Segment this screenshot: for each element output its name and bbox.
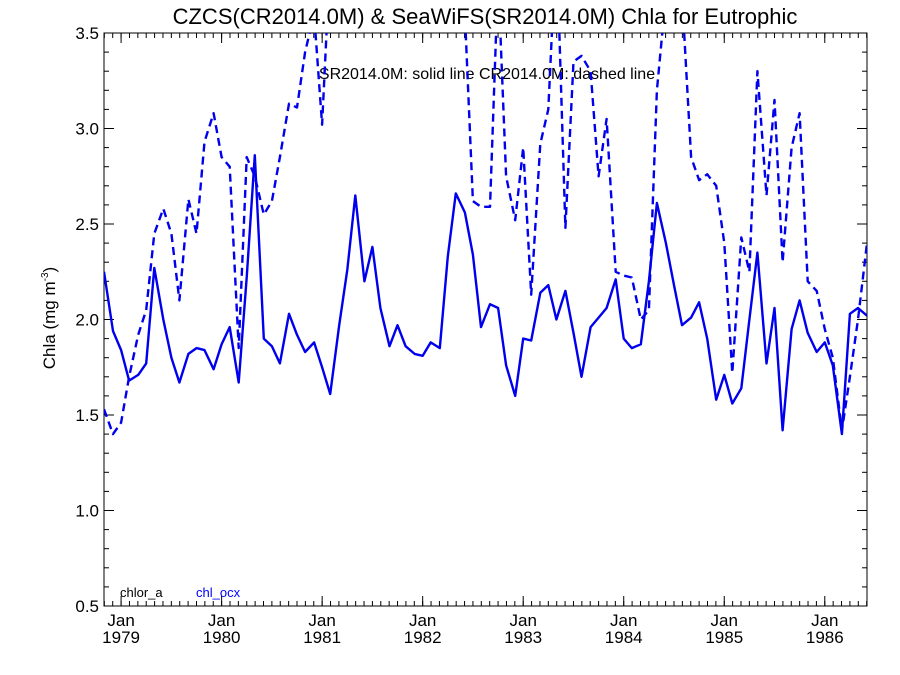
series-layer (104, 33, 867, 436)
x-tick-label-month: Jan (610, 611, 637, 630)
x-tick-label-year: 1981 (303, 628, 341, 647)
x-tick-label-month: Jan (409, 611, 436, 630)
x-tick-label-year: 1979 (102, 628, 140, 647)
x-tick-label-month: Jan (711, 611, 738, 630)
x-tick-label-month: Jan (308, 611, 335, 630)
y-tick-label: 2.0 (75, 311, 99, 330)
x-tick-label-year: 1983 (504, 628, 542, 647)
x-tick-label-year: 1982 (404, 628, 442, 647)
plot-frame (103, 32, 868, 607)
legend-chl-ocx: chl_ocx (196, 585, 241, 600)
y-axis-label: Chla (mg m-3) (40, 267, 59, 369)
y-tick-label: 3.0 (75, 120, 99, 139)
x-tick-label-year: 1985 (705, 628, 743, 647)
y-axis-label-main: Chla (mg m (40, 281, 59, 369)
x-tick-label-month: Jan (811, 611, 838, 630)
y-tick-label: 1.5 (75, 406, 99, 425)
y-tick-label: 0.5 (75, 597, 99, 616)
series-line-solid (104, 153, 867, 436)
chart-subtitle: SR2014.0M: solid line CR2014.0M: dashed … (319, 66, 655, 83)
y-axis-label-sup: -3 (40, 272, 51, 281)
x-axis: Jan1979Jan1980Jan1981Jan1982Jan1983Jan19… (102, 33, 868, 647)
y-tick-label: 1.0 (75, 502, 99, 521)
legend-chlor-a: chlor_a (120, 585, 163, 600)
chart-title: CZCS(CR2014.0M) & SeaWiFS(SR2014.0M) Chl… (173, 4, 798, 29)
series-line-dashed (104, 33, 867, 436)
x-tick-label-month: Jan (107, 611, 134, 630)
y-tick-label: 2.5 (75, 215, 99, 234)
x-tick-label-year: 1980 (203, 628, 241, 647)
x-tick-label-month: Jan (509, 611, 536, 630)
x-tick-label-year: 1986 (806, 628, 844, 647)
x-tick-label-month: Jan (208, 611, 235, 630)
y-tick-label: 3.5 (75, 24, 99, 43)
x-tick-label-year: 1984 (605, 628, 643, 647)
y-axis-label-close: ) (40, 267, 59, 273)
